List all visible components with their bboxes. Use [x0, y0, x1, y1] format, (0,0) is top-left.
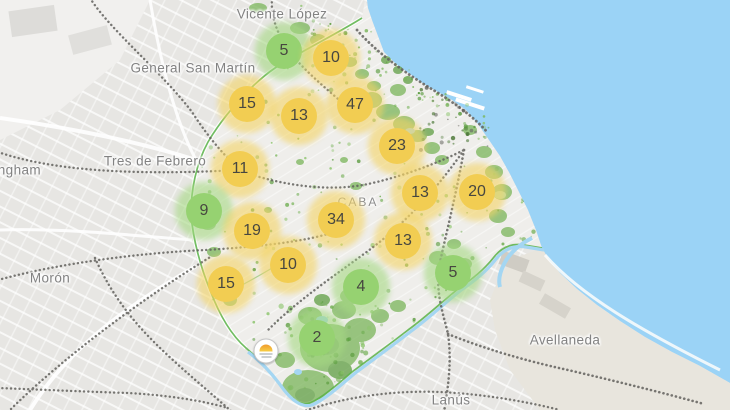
avellaneda-coast	[490, 248, 730, 410]
org-logo-marker[interactable]	[253, 338, 279, 364]
cluster-marker[interactable]: 9	[186, 193, 222, 229]
cluster-marker[interactable]: 11	[222, 151, 258, 187]
cluster-marker[interactable]: 10	[313, 40, 349, 76]
sunrise-logo-icon	[259, 344, 273, 352]
cluster-count: 19	[243, 222, 261, 239]
cluster-count: 5	[448, 264, 458, 281]
cluster-count: 5	[279, 42, 289, 59]
cluster-marker[interactable]: 23	[379, 128, 415, 164]
cluster-count: 13	[394, 232, 412, 249]
cluster-marker[interactable]: 15	[229, 86, 265, 122]
major-roads	[0, 0, 198, 410]
logo-text-line	[259, 353, 273, 355]
cluster-count: 34	[327, 211, 345, 228]
cluster-marker[interactable]: 5	[435, 255, 471, 291]
cluster-marker[interactable]: 19	[234, 213, 270, 249]
cluster-count: 10	[322, 49, 340, 66]
cluster-count: 47	[346, 96, 364, 113]
cluster-marker[interactable]: 4	[343, 269, 379, 305]
logo-text-line	[261, 356, 271, 358]
port-piers	[446, 85, 485, 111]
cluster-count: 13	[290, 107, 308, 124]
cluster-count: 13	[411, 184, 429, 201]
cluster-count: 15	[217, 275, 235, 292]
cluster-count: 11	[231, 160, 249, 177]
cluster-marker[interactable]: 5	[266, 33, 302, 69]
cluster-marker[interactable]: 13	[385, 223, 421, 259]
cluster-count: 2	[312, 329, 322, 346]
cluster-count: 10	[279, 256, 297, 273]
cluster-count: 4	[356, 278, 366, 295]
cluster-count: 15	[238, 95, 256, 112]
cluster-marker[interactable]: 2	[299, 320, 335, 356]
cluster-count: 9	[199, 202, 209, 219]
cluster-marker[interactable]: 13	[402, 175, 438, 211]
cluster-marker[interactable]: 10	[270, 247, 306, 283]
cluster-count: 20	[468, 183, 486, 200]
cluster-marker[interactable]: 13	[281, 98, 317, 134]
cluster-count: 23	[388, 137, 406, 154]
cluster-marker[interactable]: 20	[459, 174, 495, 210]
cluster-marker[interactable]: 47	[337, 87, 373, 123]
cluster-marker[interactable]: 34	[318, 202, 354, 238]
cluster-marker[interactable]: 15	[208, 266, 244, 302]
